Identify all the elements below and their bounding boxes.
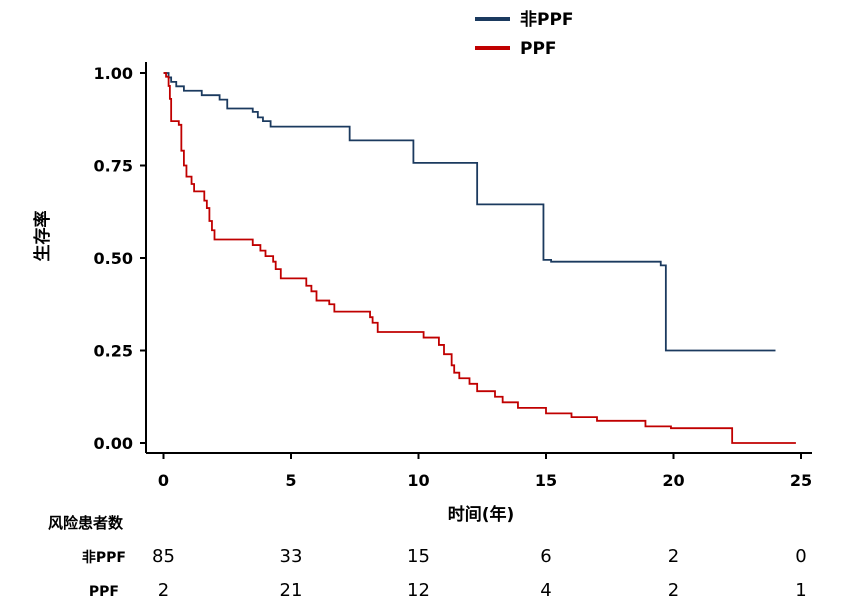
legend-label-nonppf: 非PPF — [520, 9, 574, 30]
series-line-ppf — [163, 72, 796, 444]
risk-table-cell: 2 — [668, 546, 679, 567]
risk-table-title: 风险患者数 — [48, 514, 124, 532]
risk-table-cell: 21 — [280, 580, 303, 601]
risk-table-cell: 12 — [407, 580, 430, 601]
risk-table-cell: 2 — [158, 580, 169, 601]
risk-table-cell: 33 — [280, 546, 303, 567]
y-axis-title: 生存率 — [32, 211, 53, 262]
series-layer — [163, 72, 796, 444]
y-tick-label: 0.75 — [94, 157, 133, 176]
risk-row-label-ppf: PPF — [89, 584, 119, 600]
y-tick-label: 0.25 — [94, 342, 133, 361]
risk-table-cell: 4 — [540, 580, 551, 601]
risk-row-label-nonppf: 非PPF — [82, 549, 126, 566]
x-tick-label: 25 — [790, 471, 812, 490]
risk-table-cell: 2 — [668, 580, 679, 601]
risk-table: 风险患者数 非PPF PPF 85 33 15 6 2 02 21 12 4 2 1 — [48, 514, 807, 601]
x-tick-label: 0 — [158, 471, 169, 490]
x-tick-label: 5 — [285, 471, 296, 490]
legend-label-ppf: PPF — [520, 39, 557, 59]
risk-table-cell: 0 — [795, 546, 806, 567]
y-tick-label: 1.00 — [94, 64, 133, 83]
x-tick-label: 15 — [535, 471, 557, 490]
risk-table-cell: 6 — [540, 546, 551, 567]
x-tick-label: 10 — [407, 471, 429, 490]
x-tick-label: 20 — [662, 471, 684, 490]
x-ticks: 0 5 10 15 20 25 — [158, 453, 812, 490]
legend: 非PPF PPF — [475, 9, 574, 59]
risk-table-cell: 15 — [407, 546, 430, 567]
y-ticks: 0.00 0.25 0.50 0.75 1.00 — [94, 64, 146, 453]
risk-table-cell: 85 — [152, 546, 175, 567]
y-tick-label: 0.00 — [94, 434, 133, 453]
risk-table-cell: 1 — [795, 580, 806, 601]
y-tick-label: 0.50 — [94, 249, 133, 268]
series-line-nonppf — [163, 72, 776, 352]
x-axis-title: 时间(年) — [448, 504, 515, 525]
